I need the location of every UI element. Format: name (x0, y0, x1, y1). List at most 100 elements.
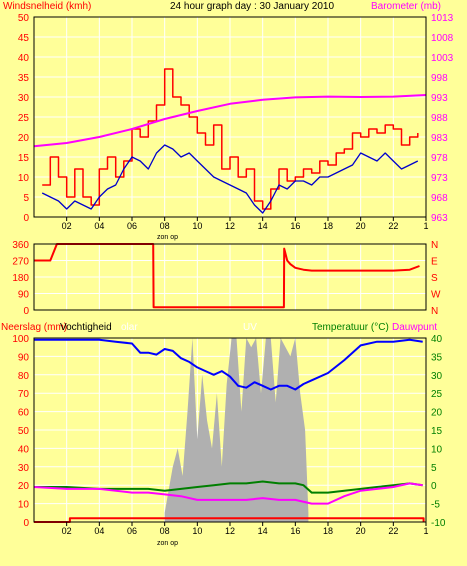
ytick-left-2-3: 270 (12, 257, 29, 268)
ytick-right-3-1: -5 (431, 500, 440, 511)
ytick-right-2-3: E (431, 257, 438, 268)
vochtigheid-label: Vochtigheid (60, 322, 112, 333)
xtick-label-3-4: 10 (192, 526, 202, 536)
ytick-right-2-1: W (431, 290, 441, 301)
xtick-label-3-1: 04 (94, 526, 104, 536)
xtick-label-1-1: 04 (94, 221, 104, 231)
zon-op-label-2: zon op (157, 540, 178, 547)
ytick-right-3-7: 25 (431, 389, 443, 400)
ytick-right-3-4: 10 (431, 444, 443, 455)
ytick-left-3-3: 30 (18, 463, 30, 474)
ytick-left-3-2: 20 (18, 481, 30, 492)
ytick-right-1-4: 983 (431, 133, 448, 144)
ytick-left-1-8: 40 (18, 53, 30, 64)
temperature-label: Temperatuur (°C) (312, 322, 389, 333)
ytick-left-1-9: 45 (18, 33, 30, 44)
ytick-right-3-2: 0 (431, 481, 437, 492)
ytick-right-1-6: 993 (431, 93, 448, 104)
ytick-right-1-0: 963 (431, 213, 448, 224)
ytick-left-2-0: 0 (23, 306, 29, 317)
ytick-right-2-2: S (431, 273, 438, 284)
xtick-label-3-11: 1 (423, 526, 428, 536)
ytick-right-1-5: 988 (431, 113, 448, 124)
ytick-left-3-1: 10 (18, 500, 30, 511)
series-dewpoint (33, 482, 423, 505)
xtick-label-1-7: 16 (290, 221, 300, 231)
xtick-label-1-10: 22 (388, 221, 398, 231)
neerslag-label: Neerslag (mm) (1, 322, 67, 333)
xtick-label-3-0: 02 (62, 526, 72, 536)
xtick-label-3-3: 08 (160, 526, 170, 536)
ytick-right-1-8: 1003 (431, 53, 454, 64)
xtick-label-3-10: 22 (388, 526, 398, 536)
ytick-left-3-6: 60 (18, 408, 30, 419)
series-barometer (33, 94, 427, 148)
xtick-label-3-9: 20 (356, 526, 366, 536)
xtick-label-1-6: 14 (258, 221, 268, 231)
xtick-label-1-0: 02 (62, 221, 72, 231)
ytick-right-3-9: 35 (431, 352, 443, 363)
ytick-left-2-4: 360 (12, 240, 29, 251)
ytick-right-3-3: 5 (431, 463, 437, 474)
ytick-left-2-1: 90 (18, 290, 30, 301)
ytick-left-1-5: 25 (18, 113, 30, 124)
xtick-label-1-5: 12 (225, 221, 235, 231)
plot-frame-2 (33, 243, 427, 311)
ytick-left-1-7: 35 (18, 73, 30, 84)
xtick-label-3-8: 18 (323, 526, 333, 536)
zon-op-label-1: zon op (157, 234, 178, 241)
barometer-axis-title: Barometer (mb) (371, 1, 441, 12)
ytick-right-3-5: 15 (431, 426, 443, 437)
ytick-left-3-10: 100 (12, 334, 29, 345)
ytick-right-3-6: 20 (431, 408, 443, 419)
ytick-left-2-2: 180 (12, 273, 29, 284)
series-wind-gust (42, 68, 419, 210)
xtick-label-1-4: 10 (192, 221, 202, 231)
series-solar (164, 338, 309, 522)
ytick-left-3-4: 40 (18, 444, 30, 455)
uv-label: UV (243, 322, 257, 333)
wind-axis-title: Windsnelheid (kmh) (3, 1, 91, 12)
ytick-left-3-5: 50 (18, 426, 30, 437)
xtick-label-3-5: 12 (225, 526, 235, 536)
ytick-right-1-9: 1008 (431, 33, 454, 44)
series-temperature (34, 480, 423, 494)
xtick-label-3-6: 14 (258, 526, 268, 536)
ytick-left-1-6: 30 (18, 93, 30, 104)
ytick-left-1-4: 20 (18, 133, 30, 144)
xtick-label-3-7: 16 (290, 526, 300, 536)
ytick-right-3-8: 30 (431, 371, 443, 382)
ytick-right-3-0: -10 (431, 518, 446, 529)
xtick-label-1-9: 20 (356, 221, 366, 231)
text-layer: Windsnelheid (kmh) 24 hour graph day : 3… (1, 1, 454, 547)
chart-title: 24 hour graph day : 30 January 2010 (170, 1, 334, 12)
frame-layer (33, 16, 427, 526)
ytick-left-1-3: 15 (18, 153, 30, 164)
ytick-right-1-2: 973 (431, 173, 448, 184)
ytick-right-1-10: 1013 (431, 13, 454, 24)
ytick-left-3-7: 70 (18, 389, 30, 400)
ytick-left-1-2: 10 (18, 173, 30, 184)
series-wind-avg (41, 144, 419, 214)
xtick-label-1-3: 08 (160, 221, 170, 231)
ytick-left-1-0: 0 (23, 213, 29, 224)
ytick-left-1-1: 5 (23, 193, 29, 204)
ytick-right-2-4: N (431, 240, 438, 251)
ytick-left-3-9: 90 (18, 352, 30, 363)
ytick-left-1-10: 50 (18, 13, 30, 24)
ytick-left-3-8: 80 (18, 371, 30, 382)
xtick-label-1-8: 18 (323, 221, 333, 231)
xtick-label-1-2: 06 (127, 221, 137, 231)
ytick-right-1-3: 978 (431, 153, 448, 164)
ytick-right-3-10: 40 (431, 334, 443, 345)
dewpoint-label: Dauwpunt (392, 322, 437, 333)
ytick-right-1-7: 998 (431, 73, 448, 84)
ytick-right-2-0: N (431, 306, 438, 317)
ytick-left-3-0: 0 (23, 518, 29, 529)
xtick-label-3-2: 06 (127, 526, 137, 536)
series-humidity (34, 338, 423, 391)
solar-label: olar (121, 322, 138, 333)
ytick-right-1-1: 968 (431, 193, 448, 204)
xtick-label-1-11: 1 (423, 221, 428, 231)
